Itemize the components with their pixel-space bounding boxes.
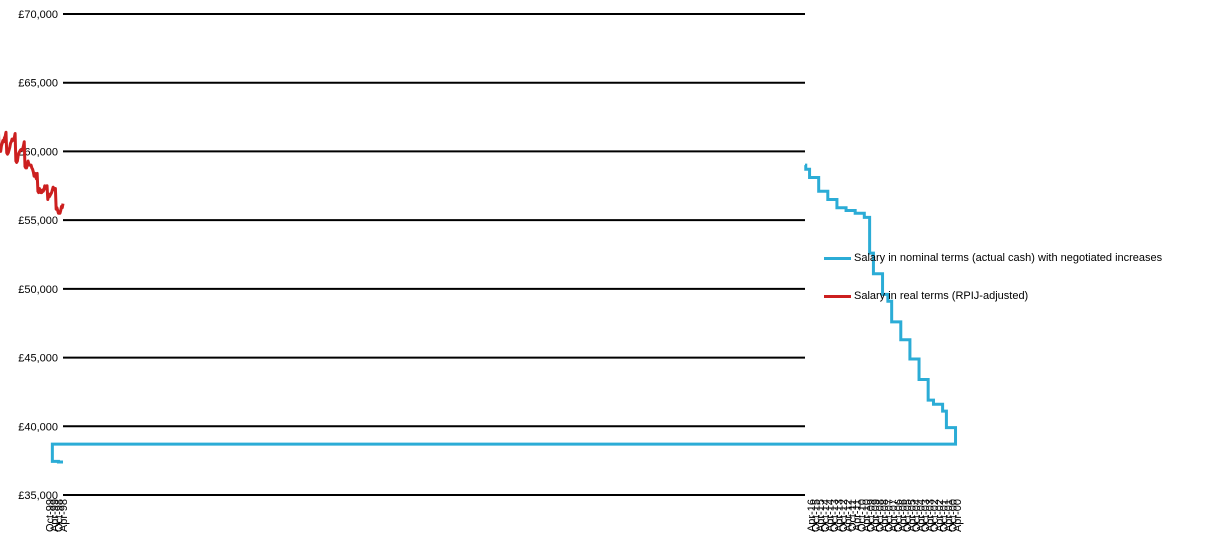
x-tick-label: Oct-01	[938, 499, 950, 532]
x-tick-label: Oct-09	[865, 499, 877, 532]
x-tick-label: Oct-11	[847, 499, 859, 531]
x-tick-label: Oct-99	[44, 499, 56, 532]
x-tick-label: Apr-04	[916, 499, 928, 532]
x-tick-label: Apr-99	[49, 499, 61, 532]
x-tick-label: Apr-12	[843, 499, 855, 532]
x-tick-label: Apr-01	[943, 499, 955, 532]
x-tick-label: Apr-11	[852, 499, 864, 531]
x-tick-label: Oct-13	[829, 499, 841, 532]
legend-swatch-nominal	[824, 256, 851, 260]
x-tick-label: Apr-98	[58, 499, 70, 532]
x-tick-label: Oct-12	[838, 499, 850, 532]
y-tick-label: £45,000	[18, 353, 58, 365]
y-tick-label: £50,000	[18, 284, 58, 296]
x-tick-label: Apr-07	[888, 499, 900, 532]
x-tick-label: Oct-06	[893, 499, 905, 532]
x-tick-label: Oct-15	[811, 499, 823, 532]
legend-item-nominal: Salary in nominal terms (actual cash) wi…	[824, 248, 1204, 268]
x-tick-label: Apr-10	[861, 499, 873, 532]
x-tick-label: Apr-06	[897, 499, 909, 532]
series-line-real	[0, 130, 65, 215]
y-tick-label: £40,000	[18, 421, 58, 433]
legend: Salary in nominal terms (actual cash) wi…	[824, 248, 1204, 324]
x-tick-label: Oct-00	[947, 499, 959, 532]
x-tick-label: Oct-10	[856, 499, 868, 532]
legend-swatch-real	[824, 294, 851, 298]
x-tick-label: Oct-14	[820, 499, 832, 532]
series-line-nominal	[50, 163, 958, 464]
x-tick-label: Oct-07	[884, 499, 896, 532]
legend-item-real: Salary in real terms (RPIJ-adjusted)	[824, 286, 1204, 306]
x-tick-label: Oct-08	[875, 499, 887, 532]
legend-label-real: Salary in real terms (RPIJ-adjusted)	[854, 290, 1029, 302]
series-layer	[0, 130, 958, 464]
horizontal-gridlines	[63, 13, 805, 496]
x-tick-label: Apr-09	[870, 499, 882, 532]
x-tick-label: Apr-00	[952, 499, 964, 532]
x-tick-label: Oct-02	[929, 499, 941, 532]
x-tick-label: Apr-05	[906, 499, 918, 532]
y-axis-tick-labels: £35,000 £40,000 £45,000 £50,000 £55,000 £60,0…	[18, 9, 58, 502]
x-tick-label: Apr-02	[934, 499, 946, 532]
x-tick-label: Apr-16	[806, 499, 818, 532]
x-tick-label: Apr-14	[824, 499, 836, 532]
x-tick-label: Oct-04	[911, 499, 923, 532]
y-tick-label: £65,000	[18, 78, 58, 90]
y-tick-label: £55,000	[18, 215, 58, 227]
y-tick-label: £35,000	[18, 490, 58, 502]
y-tick-label: £60,000	[18, 146, 58, 158]
x-tick-label: Apr-15	[815, 499, 827, 532]
y-tick-label: £70,000	[18, 9, 58, 21]
x-tick-label: Apr-03	[925, 499, 937, 532]
x-tick-label: Oct-05	[902, 499, 914, 532]
x-tick-label: Apr-13	[833, 499, 845, 532]
legend-label-nominal: Salary in nominal terms (actual cash) wi…	[854, 252, 1163, 264]
x-tick-label: Oct-03	[920, 499, 932, 532]
x-tick-label: Apr-08	[879, 499, 891, 532]
x-tick-label: Oct-98	[53, 499, 65, 532]
